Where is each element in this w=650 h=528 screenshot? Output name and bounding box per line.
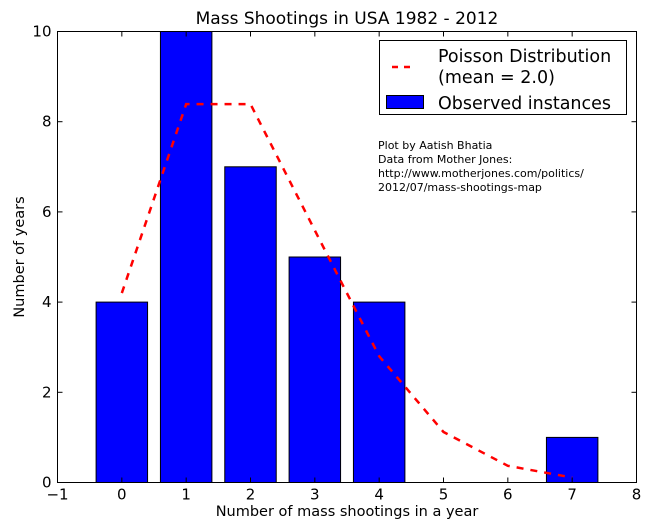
legend-bar-swatch xyxy=(386,95,424,109)
x-tick-label: 4 xyxy=(374,486,384,504)
y-tick-label: 2 xyxy=(42,383,52,401)
x-tick-label: 2 xyxy=(246,486,256,504)
x-tick-label: 1 xyxy=(181,486,191,504)
legend-label-poisson-line2: (mean = 2.0) xyxy=(438,68,555,88)
bar xyxy=(545,436,599,483)
poisson-line-group xyxy=(120,102,573,479)
legend: Poisson Distribution (mean = 2.0) Observ… xyxy=(379,40,627,115)
x-tick-label: 0 xyxy=(117,486,127,504)
bar xyxy=(95,301,149,483)
x-tick-label: 6 xyxy=(503,486,513,504)
annotation-line: 2012/07/mass-shootings-map xyxy=(378,181,542,194)
bar xyxy=(224,166,277,484)
x-axis-label: Number of mass shootings in a year xyxy=(216,504,479,520)
bar xyxy=(352,301,406,483)
x-tick-label: 8 xyxy=(632,486,642,504)
legend-label-observed: Observed instances xyxy=(438,94,611,114)
y-tick-label: 6 xyxy=(42,203,52,221)
y-tick-label: 10 xyxy=(32,23,51,41)
poisson-line xyxy=(120,102,573,479)
y-tick-label: 4 xyxy=(42,293,52,311)
y-tick-label: 8 xyxy=(42,113,52,131)
annotation-line: Plot by Aatish Bhatia xyxy=(378,139,492,152)
x-tick-label: 5 xyxy=(439,486,449,504)
y-axis: 0 2 4 6 8 10 xyxy=(32,23,637,492)
source-annotation: Plot by Aatish Bhatia Data from Mother J… xyxy=(378,139,584,194)
chart-title: Mass Shootings in USA 1982 - 2012 xyxy=(196,9,499,29)
y-axis-label: Number of years xyxy=(12,196,28,317)
x-tick-label: 7 xyxy=(567,486,577,504)
bar xyxy=(288,256,342,483)
x-tick-label: 3 xyxy=(310,486,320,504)
x-axis: −1 0 1 2 3 4 5 6 7 8 xyxy=(46,31,642,504)
legend-label-poisson-line1: Poisson Distribution xyxy=(438,47,611,67)
annotation-line: Data from Mother Jones: xyxy=(378,153,512,166)
annotation-line: http://www.motherjones.com/politics/ xyxy=(378,167,584,180)
y-tick-label: 0 xyxy=(42,474,52,492)
plot-area-frame xyxy=(57,31,637,483)
bar xyxy=(159,31,213,483)
x-tick-label: −1 xyxy=(46,486,68,504)
